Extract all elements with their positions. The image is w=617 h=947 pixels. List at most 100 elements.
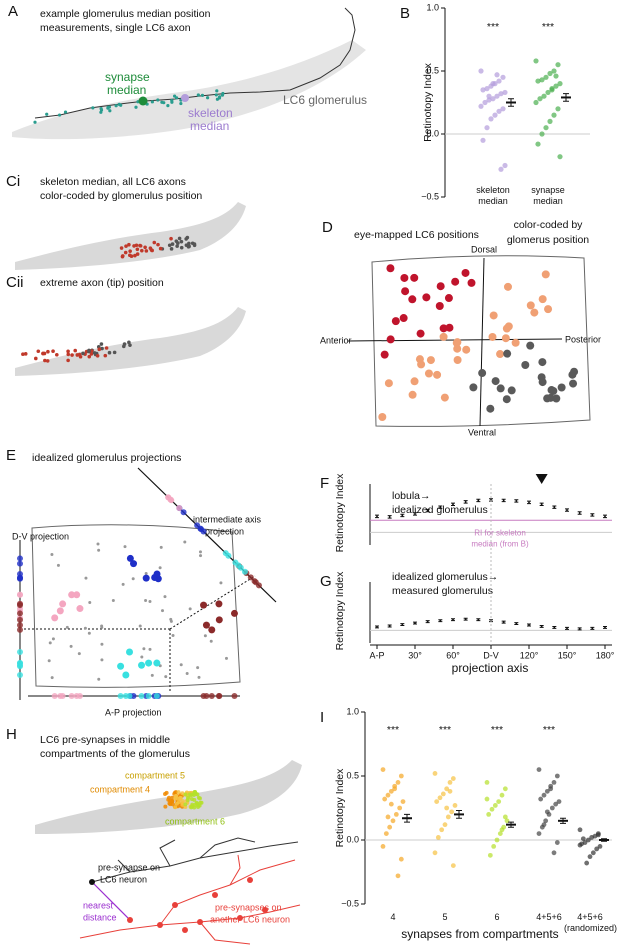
data-point [551,68,557,74]
axon-dot [123,250,128,255]
category-label: 4+5+6 (randomized) [564,912,617,933]
axon-dot [132,244,136,248]
data-point [444,805,450,811]
lc6-dot [410,377,419,386]
axon-dot [104,346,109,350]
synapse-dot [117,102,121,106]
data-point [545,89,551,96]
axon-dot [81,351,85,356]
synapse-dot [196,93,200,97]
small-dot [50,552,54,556]
small-dot [198,550,202,554]
lc6-neuron [117,859,131,873]
compartment-dot [183,802,188,807]
significance: *** [543,724,555,736]
small-dot [100,658,104,662]
data-point [482,99,488,106]
lc6-dot [436,282,445,291]
small-dot [56,563,60,567]
panel-title: skeleton median, all LC6 axons [40,176,186,188]
axon-dot [179,245,184,250]
projection-dot [247,574,254,581]
lc6-dot [433,370,442,379]
projection-dot [17,660,23,667]
lc6-dot [386,335,395,344]
data-point [541,822,547,828]
data-point [548,786,554,792]
data-point [553,801,559,807]
compartment-dot [163,804,168,809]
lc6-dot [439,332,448,341]
small-dot [164,675,168,679]
colored-dot [73,591,81,599]
compartment-dot [174,801,179,806]
data-point [383,831,389,836]
panel-label: Ci [6,173,20,190]
data-point [480,137,486,143]
compartment-dot [168,802,173,807]
pre-synapse [89,879,95,885]
small-dot [138,624,142,628]
panel-label: H [6,726,17,743]
data-point [393,812,399,817]
data-point [494,72,500,78]
projection-arrow [169,575,256,630]
small-dot [171,633,175,637]
data-point [585,837,591,843]
data-point [498,91,504,97]
small-dot [158,566,162,570]
lc6-dot [544,305,553,314]
eye-outline [371,255,591,427]
data-point [385,792,391,798]
data-point [590,850,596,856]
panel-title: example glomerulus median position [40,8,211,20]
red-synapse [237,915,243,921]
small-dot [209,639,213,643]
colored-dot [145,659,153,667]
significance: *** [542,21,554,33]
axon-dot [87,349,91,354]
data-point [426,509,429,512]
data-point [502,162,508,169]
axon-dot [179,239,184,244]
small-dot [84,576,88,580]
lc6-dot [569,379,578,388]
data-point [587,854,593,860]
y-tick-label: 1.0 [346,706,359,716]
axon-dot [169,247,174,251]
lc6-dot [445,323,454,332]
lc6-dot [462,345,471,354]
synapse-dot [150,100,154,104]
significance: *** [487,21,499,33]
axon-dot [185,235,190,240]
lc6-dot [424,369,433,378]
data-point [388,515,391,518]
small-dot [185,672,189,676]
data-point [388,788,394,794]
lc6-dot [391,317,400,326]
axon-dot [43,358,47,363]
small-dot [65,625,69,629]
panel-title: eye-mapped LC6 positions [354,229,479,241]
panel-title: idealized glomerulus→ [392,571,498,583]
data-point [537,96,543,102]
data-point [538,796,544,802]
data-point [401,514,404,517]
small-dot [87,631,91,635]
data-point [553,506,556,509]
data-point [484,125,490,131]
data-point [497,831,503,836]
data-point [578,627,581,630]
synapse-dot [57,113,62,117]
axis-label: Posterior [565,334,601,344]
projection-dot [231,693,238,699]
y-axis-label: Retinotopy Index [334,571,346,651]
data-point [440,791,446,797]
axon-dot [187,241,191,246]
synapse-median-dot [138,96,148,106]
compartment-dot [196,803,201,808]
synapse-dot [179,101,183,106]
small-dot [96,542,100,546]
label: compartment 4 [90,784,150,794]
